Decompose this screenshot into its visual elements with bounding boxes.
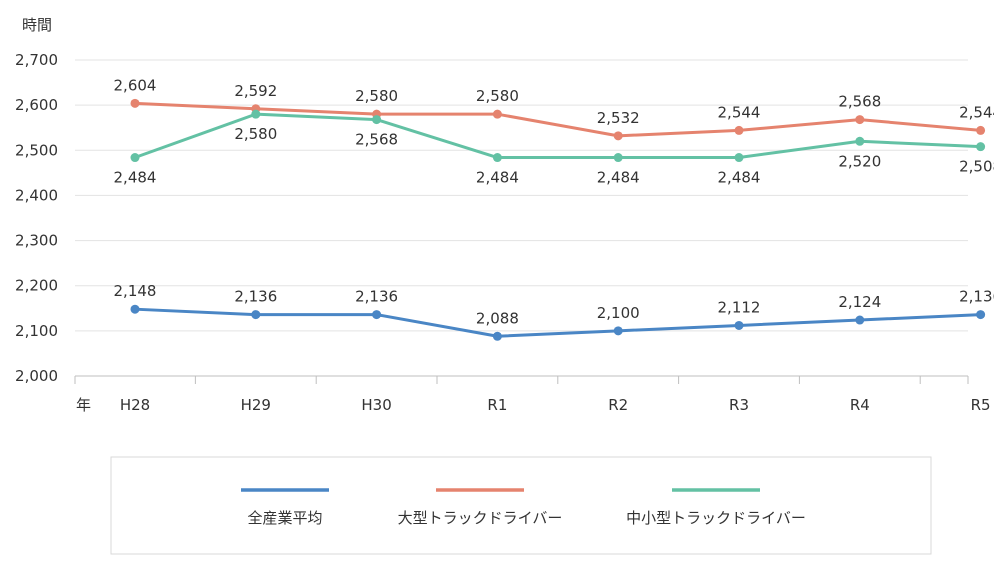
x-tick-label: H28: [120, 396, 150, 414]
data-label: 2,484: [476, 169, 519, 187]
data-point: [613, 326, 623, 336]
data-point: [976, 142, 986, 152]
series-group: 2,148 2,136 2,136 2,088 2,100 2,112 2,124 2,136…: [114, 76, 994, 341]
data-point: [613, 153, 623, 163]
y-tick-label: 2,700: [15, 51, 58, 69]
x-axis-unit: 年: [76, 396, 91, 414]
legend-label: 全産業平均: [247, 509, 322, 527]
data-label: 2,580: [355, 87, 398, 105]
data-point: [372, 115, 382, 125]
series-1: 2,148 2,136 2,136 2,088 2,100 2,112 2,124 2,136: [114, 282, 994, 341]
data-point: [613, 131, 623, 141]
x-tick-label: R2: [608, 396, 628, 414]
data-point: [492, 153, 502, 163]
data-point: [734, 320, 744, 330]
data-label: 2,484: [597, 169, 640, 187]
data-label: 2,508: [959, 158, 994, 176]
data-point: [855, 315, 865, 325]
data-point: [130, 304, 140, 314]
data-label: 2,568: [355, 131, 398, 149]
x-tick-label: R4: [850, 396, 870, 414]
y-tick-label: 2,000: [15, 367, 58, 385]
axes: [74, 375, 969, 384]
x-tick-label: H30: [361, 396, 391, 414]
y-axis-unit: 時間: [22, 16, 52, 34]
x-tick-label: R1: [487, 396, 507, 414]
legend-label: 中小型トラックドライバー: [626, 509, 806, 527]
data-point: [734, 153, 744, 163]
data-label: 2,136: [959, 288, 994, 306]
x-tick-label: R3: [729, 396, 749, 414]
data-label: 2,136: [355, 288, 398, 306]
data-label: 2,532: [597, 109, 640, 127]
legend-label: 大型トラックドライバー: [398, 509, 563, 527]
data-point: [130, 98, 140, 108]
data-label: 2,112: [718, 298, 761, 316]
data-label: 2,124: [838, 293, 881, 311]
data-point: [130, 153, 140, 163]
data-label: 2,148: [114, 282, 157, 300]
data-point: [251, 109, 261, 119]
data-label: 2,484: [718, 169, 761, 187]
data-label: 2,592: [234, 82, 277, 100]
data-label: 2,136: [234, 288, 277, 306]
data-point: [976, 125, 986, 135]
series-line: [133, 112, 983, 160]
data-point: [492, 331, 502, 341]
data-point: [492, 109, 502, 119]
data-point: [855, 136, 865, 146]
y-tick-label: 2,500: [15, 141, 58, 159]
data-label: 2,544: [959, 103, 994, 121]
data-point: [976, 310, 986, 320]
x-tick-label: H29: [241, 396, 271, 414]
data-label: 2,088: [476, 309, 519, 327]
data-label: 2,544: [718, 103, 761, 121]
legend: 全産業平均 大型トラックドライバー 中小型トラックドライバー: [110, 456, 932, 555]
x-tick-label: R5: [971, 396, 991, 414]
series-line: [133, 101, 983, 138]
data-label: 2,568: [838, 93, 881, 111]
data-label: 2,520: [838, 152, 881, 170]
data-label: 2,484: [114, 169, 157, 187]
y-tick-label: 2,300: [15, 232, 58, 250]
series-line: [133, 307, 983, 338]
y-tick-labels: 2,000 2,100 2,200 2,300 2,400 2,500 2,600 2,700: [15, 51, 58, 385]
data-label: 2,580: [476, 87, 519, 105]
y-tick-label: 2,600: [15, 96, 58, 114]
y-tick-label: 2,400: [15, 186, 58, 204]
grid: [75, 59, 968, 332]
data-point: [251, 310, 261, 320]
x-tick-labels: H28 H29 H30 R1 R2 R3 R4 R5: [120, 396, 991, 414]
data-label: 2,100: [597, 304, 640, 322]
data-point: [855, 115, 865, 125]
legend-box: [110, 456, 932, 555]
data-label: 2,604: [114, 76, 157, 94]
y-tick-label: 2,100: [15, 322, 58, 340]
data-point: [734, 125, 744, 135]
y-tick-label: 2,200: [15, 277, 58, 295]
data-point: [372, 310, 382, 320]
series-3: 2,484 2,580 2,568 2,484 2,484 2,484 2,520 2,508: [114, 109, 994, 187]
data-label: 2,580: [234, 125, 277, 143]
